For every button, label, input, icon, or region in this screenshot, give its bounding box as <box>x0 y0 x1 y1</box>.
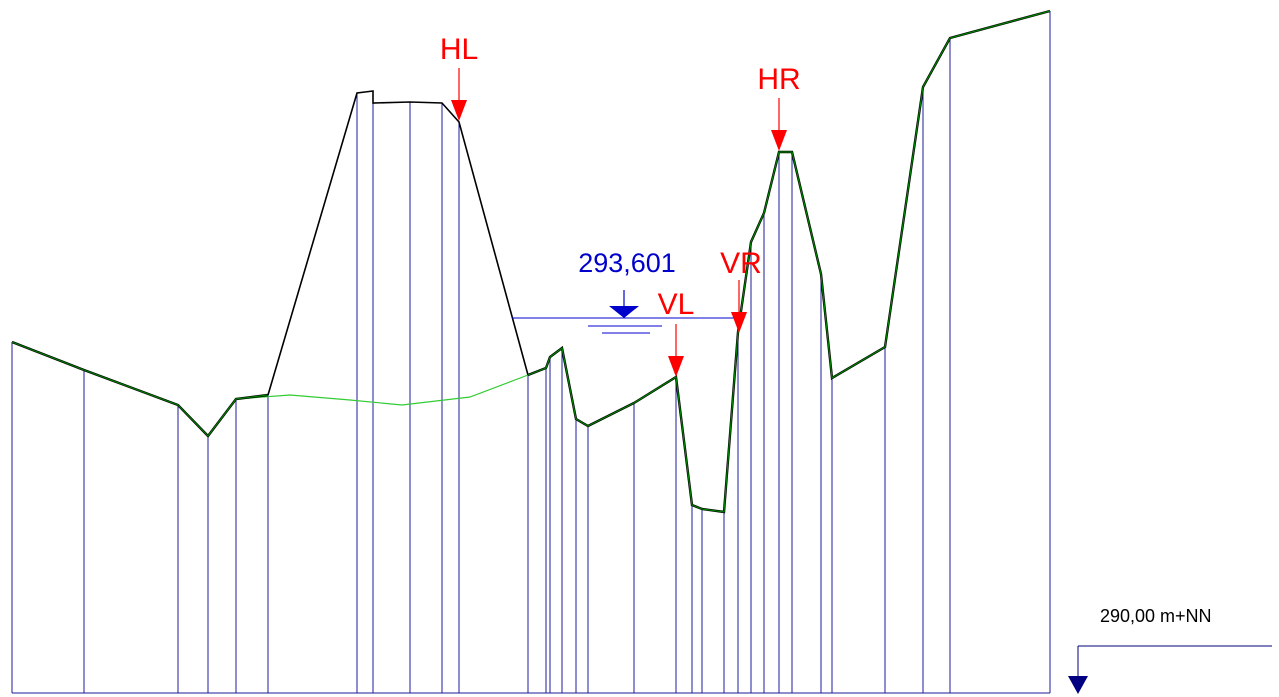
terrain-profile-right-green <box>527 10 1051 513</box>
water-level: 293,601 <box>512 248 740 334</box>
terrain-profile-left-green <box>11 341 269 437</box>
marker-hr-arrow-icon <box>771 130 787 151</box>
water-level-label: 293,601 <box>578 248 676 278</box>
original-ground-line <box>235 374 529 406</box>
marker-vl: VL <box>658 288 695 377</box>
marker-vl-label: VL <box>658 288 695 321</box>
section-frame <box>11 11 1051 694</box>
dike-outline <box>267 90 529 396</box>
marker-vr-arrow-icon <box>731 312 747 333</box>
marker-hl-arrow-icon <box>451 100 467 121</box>
marker-vl-arrow-icon <box>668 356 684 377</box>
marker-hl-label: HL <box>440 33 478 66</box>
marker-hr-label: HR <box>757 63 800 96</box>
datum-arrow-icon <box>1068 676 1088 694</box>
datum-reference: 290,00 m+NN <box>1068 606 1272 694</box>
datum-label: 290,00 m+NN <box>1100 606 1212 626</box>
terrain-profile-left <box>11 340 269 438</box>
marker-hr: HR <box>757 63 801 151</box>
marker-vr-label: VR <box>720 247 762 280</box>
station-verticals <box>83 38 951 693</box>
marker-vr: VR <box>720 247 762 333</box>
marker-hl: HL <box>440 33 478 121</box>
water-level-triangle-icon <box>609 306 639 318</box>
